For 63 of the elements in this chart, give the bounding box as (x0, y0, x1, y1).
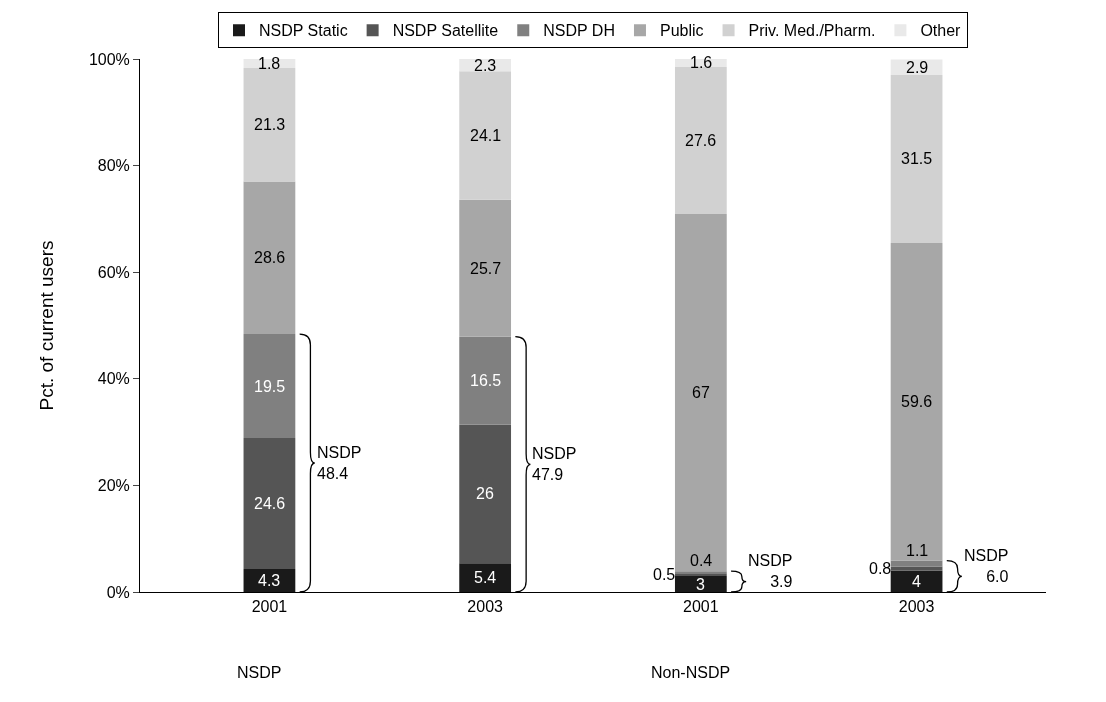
text: NSDP (237, 664, 282, 681)
legend-label: Public (659, 22, 704, 40)
x-tick-label: 2001 (251, 598, 288, 616)
data-label: 1.6 (690, 54, 713, 71)
annotation: NSDP 3.9 (748, 552, 793, 590)
data-label: 0.8 (869, 560, 892, 577)
data-label: 1.1 (906, 542, 929, 559)
bar (674, 67, 727, 215)
legend-label: NSDP Satellite (392, 22, 499, 40)
bar (459, 424, 512, 564)
bar (890, 74, 943, 243)
y-tick-label: 60% (97, 263, 130, 281)
data-label: 19.5 (254, 378, 286, 395)
bar (674, 576, 727, 592)
bar (459, 563, 512, 592)
y-tick-label: 20% (97, 477, 130, 494)
data-label: 24.6 (254, 495, 286, 512)
bar (459, 199, 512, 337)
text: Non-NSDP (651, 664, 731, 681)
bar (243, 181, 296, 335)
x-tick-label: 2001 (683, 598, 719, 616)
data-label: 2.9 (906, 59, 929, 76)
bar (243, 68, 296, 182)
bar (890, 242, 943, 561)
data-label: 21.3 (254, 116, 286, 133)
data-label: 1.8 (258, 55, 281, 72)
data-label: 28.6 (254, 249, 286, 266)
data-label: 67 (692, 384, 710, 401)
y-tick-label: 40% (97, 370, 130, 388)
bar (459, 336, 512, 425)
legend-label: Priv. Med./Pharm. (748, 22, 876, 40)
data-label: 5.4 (474, 569, 497, 586)
data-label: 31.5 (901, 150, 933, 167)
data-label: 0.4 (690, 552, 713, 569)
data-label: 4.3 (258, 572, 281, 589)
annotation: NSDP 6.0 (964, 547, 1009, 585)
y-tick-label: 80% (97, 157, 130, 175)
data-label: 0.5 (653, 566, 676, 583)
x-tick-label: 2003 (898, 598, 935, 616)
legend-label: Other (920, 22, 962, 40)
y-axis-title: Pct. of current users (35, 240, 57, 411)
y-tick-label: 100% (88, 50, 130, 68)
bar (890, 570, 943, 592)
data-label: 4 (912, 573, 921, 590)
y-tick-label: 0% (106, 583, 130, 601)
bar (674, 214, 727, 572)
bar (243, 437, 296, 570)
legend-label: NSDP Static (259, 22, 348, 40)
data-label: 25.7 (470, 260, 502, 277)
bar (890, 566, 943, 571)
data-label: 59.6 (901, 393, 933, 410)
bar (243, 334, 296, 438)
bar (459, 71, 512, 200)
data-label: 3 (696, 576, 705, 593)
data-label: 27.6 (685, 132, 717, 149)
annotation: NSDP 48.4 (317, 444, 362, 482)
data-label: 2.3 (474, 57, 497, 74)
legend-label: NSDP DH (543, 22, 615, 40)
annotation: NSDP 47.9 (532, 445, 577, 483)
data-label: 16.5 (470, 372, 502, 389)
data-label: 26 (476, 485, 494, 502)
data-label: 24.1 (470, 127, 502, 144)
x-tick-label: 2003 (467, 598, 504, 616)
